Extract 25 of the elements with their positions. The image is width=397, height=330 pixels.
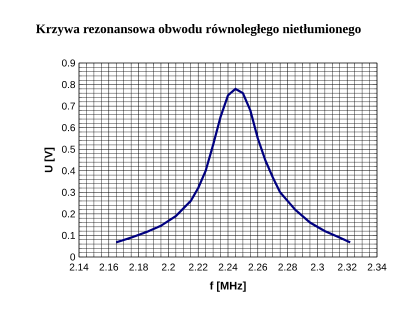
y-tick-label: 0.6 xyxy=(62,124,76,132)
y-axis-title: U [V] xyxy=(44,148,55,172)
x-tick-label: 2.3 xyxy=(310,264,324,271)
x-axis-title: f [MHz] xyxy=(210,281,246,292)
y-tick-label: 0.7 xyxy=(62,102,75,110)
y-tick-label: 0.4 xyxy=(62,167,76,174)
x-tick-label: 2.18 xyxy=(129,264,148,271)
y-tick-label: 0.5 xyxy=(62,146,76,153)
x-tick-label: 2.22 xyxy=(188,264,208,271)
x-tick-label: 2.34 xyxy=(368,264,386,271)
y-tick-label: 0.2 xyxy=(62,210,75,218)
x-tick-label: 2.26 xyxy=(248,264,268,271)
y-tick-label: 0.1 xyxy=(62,232,75,239)
y-tick-label: 0.8 xyxy=(62,81,76,88)
y-tick-label: 0 xyxy=(70,253,76,261)
x-tick-label: 2.24 xyxy=(218,264,238,271)
line-series xyxy=(115,88,352,244)
x-tick-label: 2.14 xyxy=(70,264,88,271)
y-tick-label: 0.9 xyxy=(62,59,76,67)
x-tick-label: 2.28 xyxy=(278,264,297,271)
x-tick-label: 2.32 xyxy=(338,264,356,271)
x-tick-label: 2.2 xyxy=(162,264,175,271)
x-tick-label: 2.16 xyxy=(100,264,118,271)
y-tick-label: 0.3 xyxy=(62,188,76,196)
chart-title: Krzywa rezonansowa obwodu równoległego nietłumionego xyxy=(36,24,361,36)
